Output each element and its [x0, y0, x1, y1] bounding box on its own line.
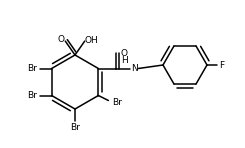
Text: O: O	[58, 35, 65, 44]
Text: Br: Br	[27, 91, 37, 100]
Text: Br: Br	[27, 64, 37, 73]
Text: H: H	[121, 56, 128, 65]
Text: F: F	[220, 61, 225, 70]
Text: O: O	[121, 49, 128, 58]
Text: N: N	[131, 64, 138, 73]
Text: Br: Br	[112, 98, 122, 107]
Text: Br: Br	[70, 123, 80, 132]
Text: OH: OH	[85, 36, 99, 45]
